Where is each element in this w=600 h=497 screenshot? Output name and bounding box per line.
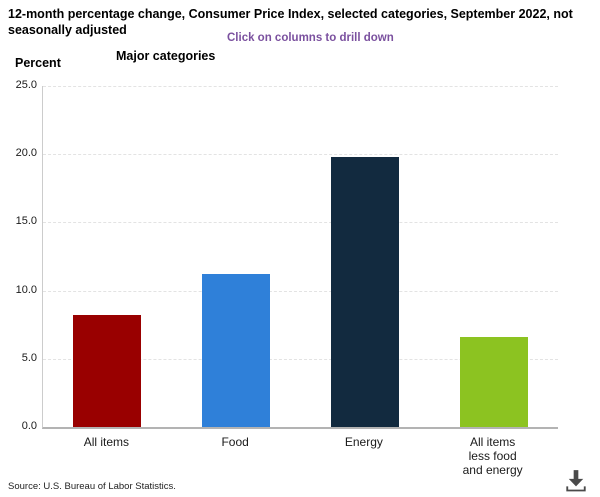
bar-food[interactable]	[202, 274, 271, 427]
y-tick-label: 0.0	[21, 420, 37, 432]
bar-all-items[interactable]	[459, 336, 528, 427]
source-note: Source: U.S. Bureau of Labor Statistics.	[8, 481, 176, 492]
y-tick-label: 15.0	[15, 215, 37, 228]
bar-all-items[interactable]	[73, 315, 142, 427]
group-label: Major categories	[116, 49, 216, 63]
drilldown-hint: Click on columns to drill down	[227, 32, 394, 44]
gridline	[43, 222, 558, 224]
y-tick-label: 20.0	[15, 147, 37, 160]
bar-energy[interactable]	[330, 156, 399, 427]
x-category-label: Energy	[344, 435, 383, 449]
x-category-label: Food	[221, 435, 249, 449]
y-axis-ticks: 0.0 5.0 10.0 15.0 20.0 25.0	[0, 79, 37, 432]
gridline	[43, 358, 558, 360]
y-tick-label: 25.0	[15, 79, 37, 91]
x-category-label: All items	[83, 435, 130, 449]
y-tick-label: 10.0	[15, 283, 37, 296]
gridline	[43, 86, 558, 87]
page-title: 12-month percentage change, Consumer Pri…	[8, 7, 573, 37]
x-category-label: All items less food and energy	[462, 435, 523, 477]
download-icon[interactable]	[562, 466, 590, 494]
plot-area	[42, 86, 558, 429]
y-tick-label: 5.0	[21, 351, 37, 364]
x-axis-labels: All items Food Energy All items less food a…	[42, 435, 557, 480]
axis-unit-label: Percent	[15, 56, 61, 70]
gridline	[43, 290, 558, 292]
gridline	[43, 154, 558, 156]
